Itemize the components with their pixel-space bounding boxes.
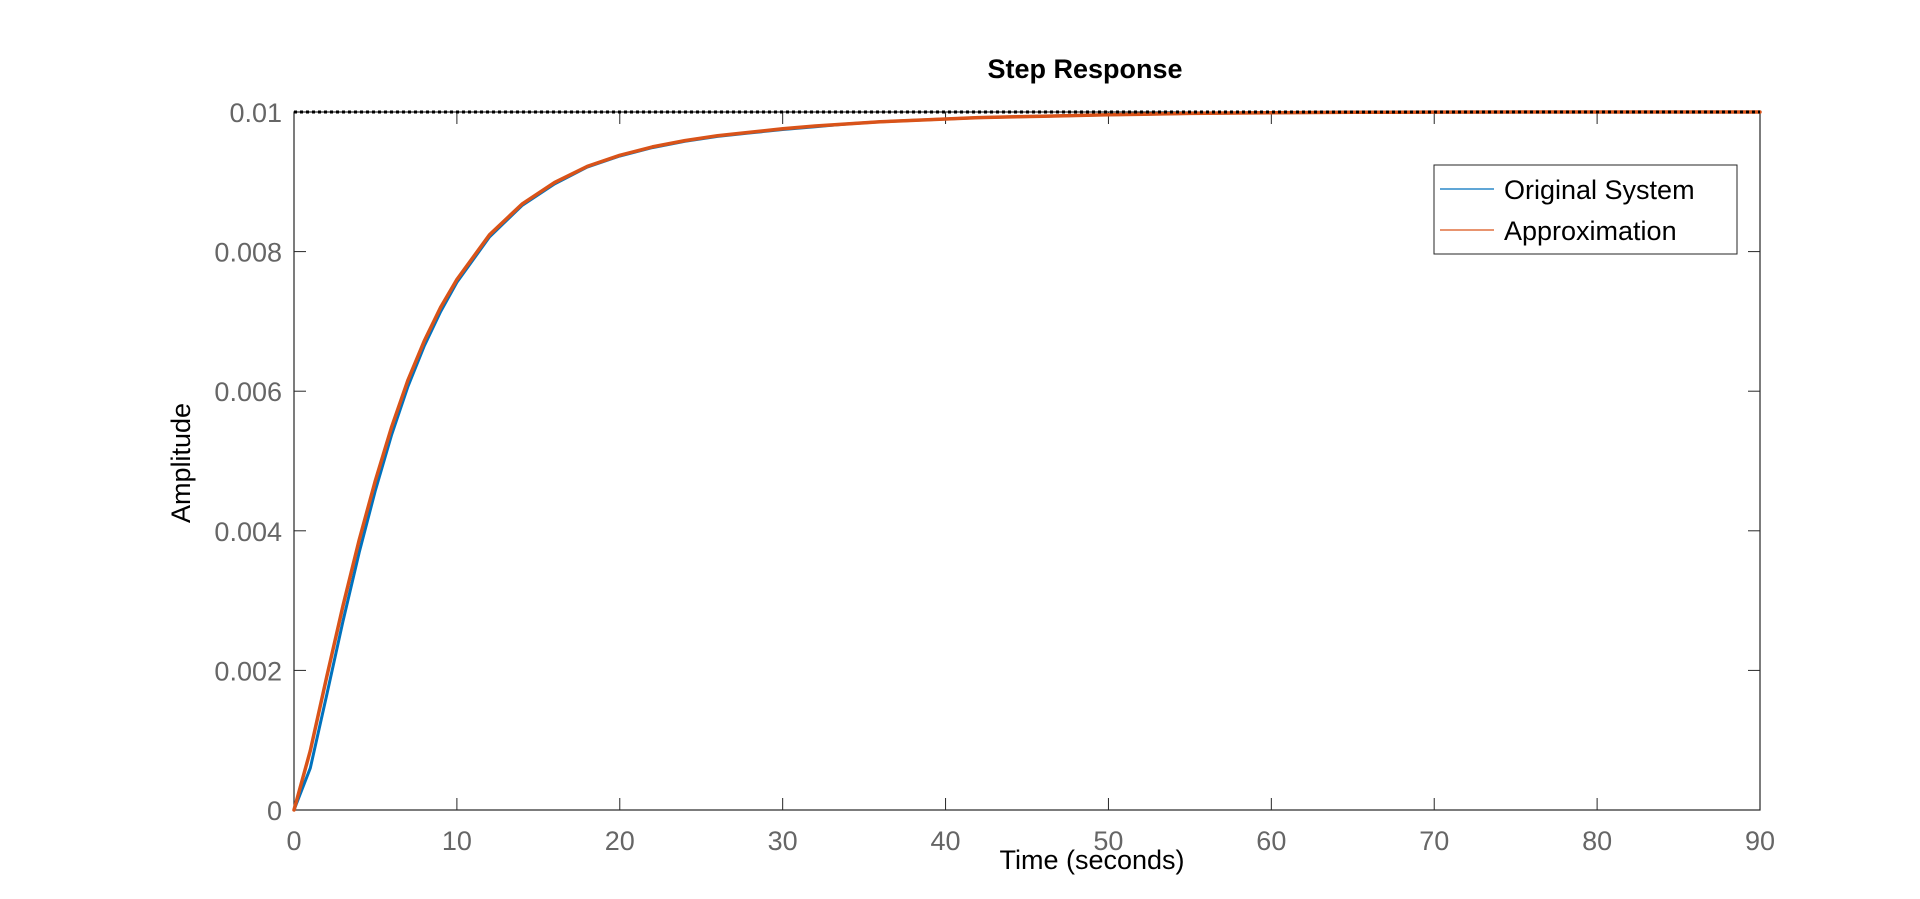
y-tick-label: 0.004 (214, 517, 282, 547)
x-tick-label: 20 (605, 826, 635, 856)
x-tick-label: 90 (1745, 826, 1775, 856)
y-tick-label: 0.002 (214, 656, 282, 686)
chart-title: Step Response (987, 54, 1182, 84)
x-tick-label: 10 (442, 826, 472, 856)
series-line-2 (292, 110, 1762, 812)
y-tick-label: 0.01 (229, 98, 282, 128)
x-tick-label: 30 (768, 826, 798, 856)
y-tick-label: 0.008 (214, 238, 282, 268)
x-tick-label: 80 (1582, 826, 1612, 856)
x-tick-label: 50 (1093, 826, 1123, 856)
x-tick-label: 0 (286, 826, 301, 856)
x-tick-label: 40 (931, 826, 961, 856)
legend: Original System Approximation (1433, 164, 1738, 255)
legend-label-1: Original System (1504, 175, 1695, 205)
y-axis-label: Amplitude (166, 403, 196, 523)
x-axis-label: Time (seconds) (999, 845, 1184, 875)
x-tick-label: 60 (1256, 826, 1286, 856)
y-tick-label: 0 (267, 796, 282, 826)
x-tick-label: 70 (1419, 826, 1449, 856)
legend-box (1433, 164, 1738, 255)
legend-label-2: Approximation (1504, 216, 1677, 246)
y-tick-label: 0.006 (214, 377, 282, 407)
